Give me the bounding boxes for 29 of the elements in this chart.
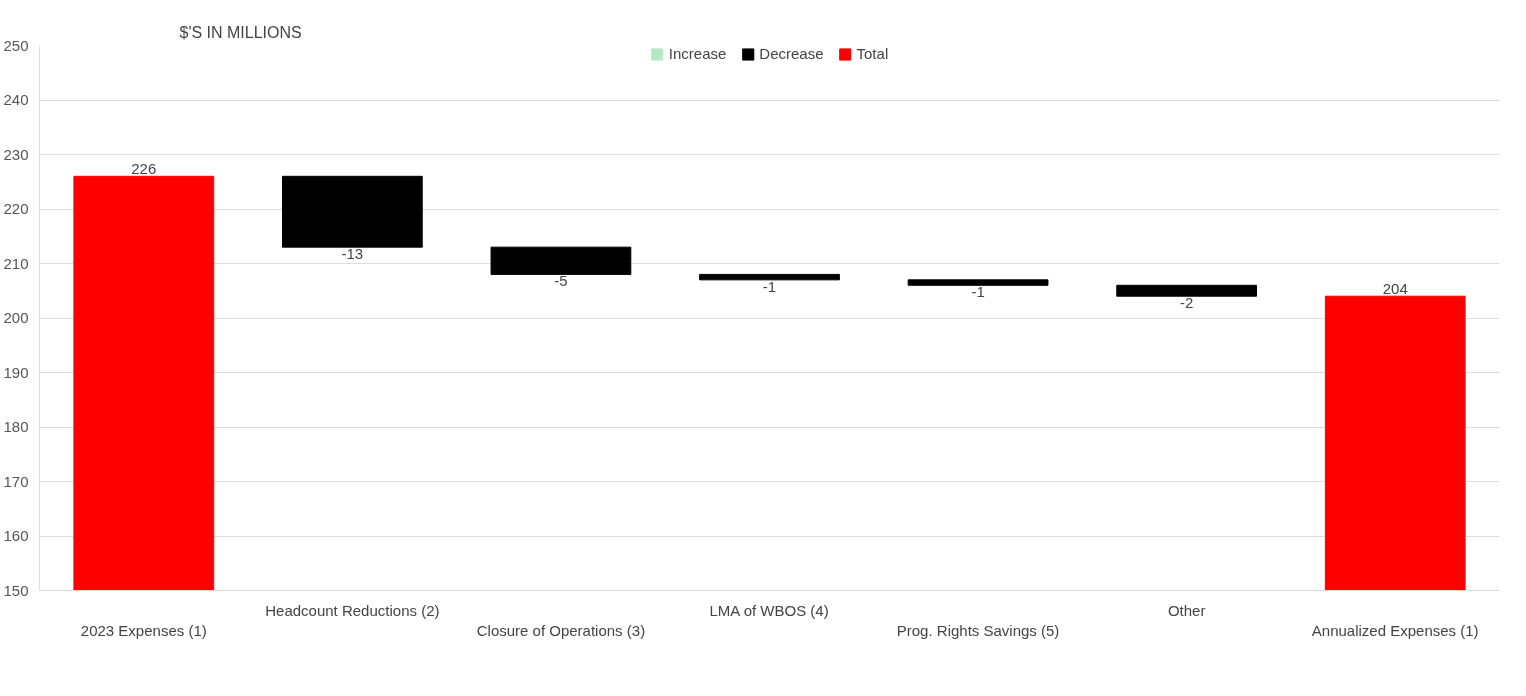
y-tick-label: 150	[3, 581, 29, 599]
x-tick-label: Headcount Reductions (2)	[265, 601, 440, 619]
y-tick-label: 170	[3, 472, 29, 490]
legend-label: Increase	[668, 45, 727, 62]
x-tick-label: Prog. Rights Savings (5)	[896, 621, 1060, 639]
y-tick-label: 240	[3, 91, 29, 108]
x-tick-label: Other	[1167, 601, 1206, 619]
data-label: -2	[1179, 294, 1194, 312]
x-tick-label: Closure of Operations (3)	[476, 621, 646, 639]
x-tick-label: 2023 Expenses (1)	[80, 621, 207, 639]
x-tick-label: Annualized Expenses (1)	[1311, 621, 1479, 639]
x-tick-label: LMA of WBOS (4)	[709, 601, 829, 619]
y-tick-label: 200	[3, 309, 29, 326]
y-tick-label: 220	[3, 200, 29, 217]
data-label: -5	[554, 272, 568, 290]
y-tick-label: 210	[3, 254, 29, 272]
y-tick-label: 160	[3, 527, 29, 544]
y-tick-label: 250	[3, 36, 29, 54]
chart-title: $'S IN MILLIONS	[179, 23, 302, 41]
data-label: -1	[971, 283, 985, 301]
data-label: -13	[341, 245, 364, 263]
data-label: 226	[131, 160, 157, 178]
legend-label: Total	[856, 45, 889, 62]
data-label: 204	[1382, 280, 1408, 298]
y-tick-label: 230	[3, 145, 29, 163]
y-tick-label: 180	[3, 418, 29, 435]
legend-label: Decrease	[759, 45, 824, 62]
data-label: -1	[762, 277, 777, 295]
y-tick-label: 190	[3, 363, 29, 381]
